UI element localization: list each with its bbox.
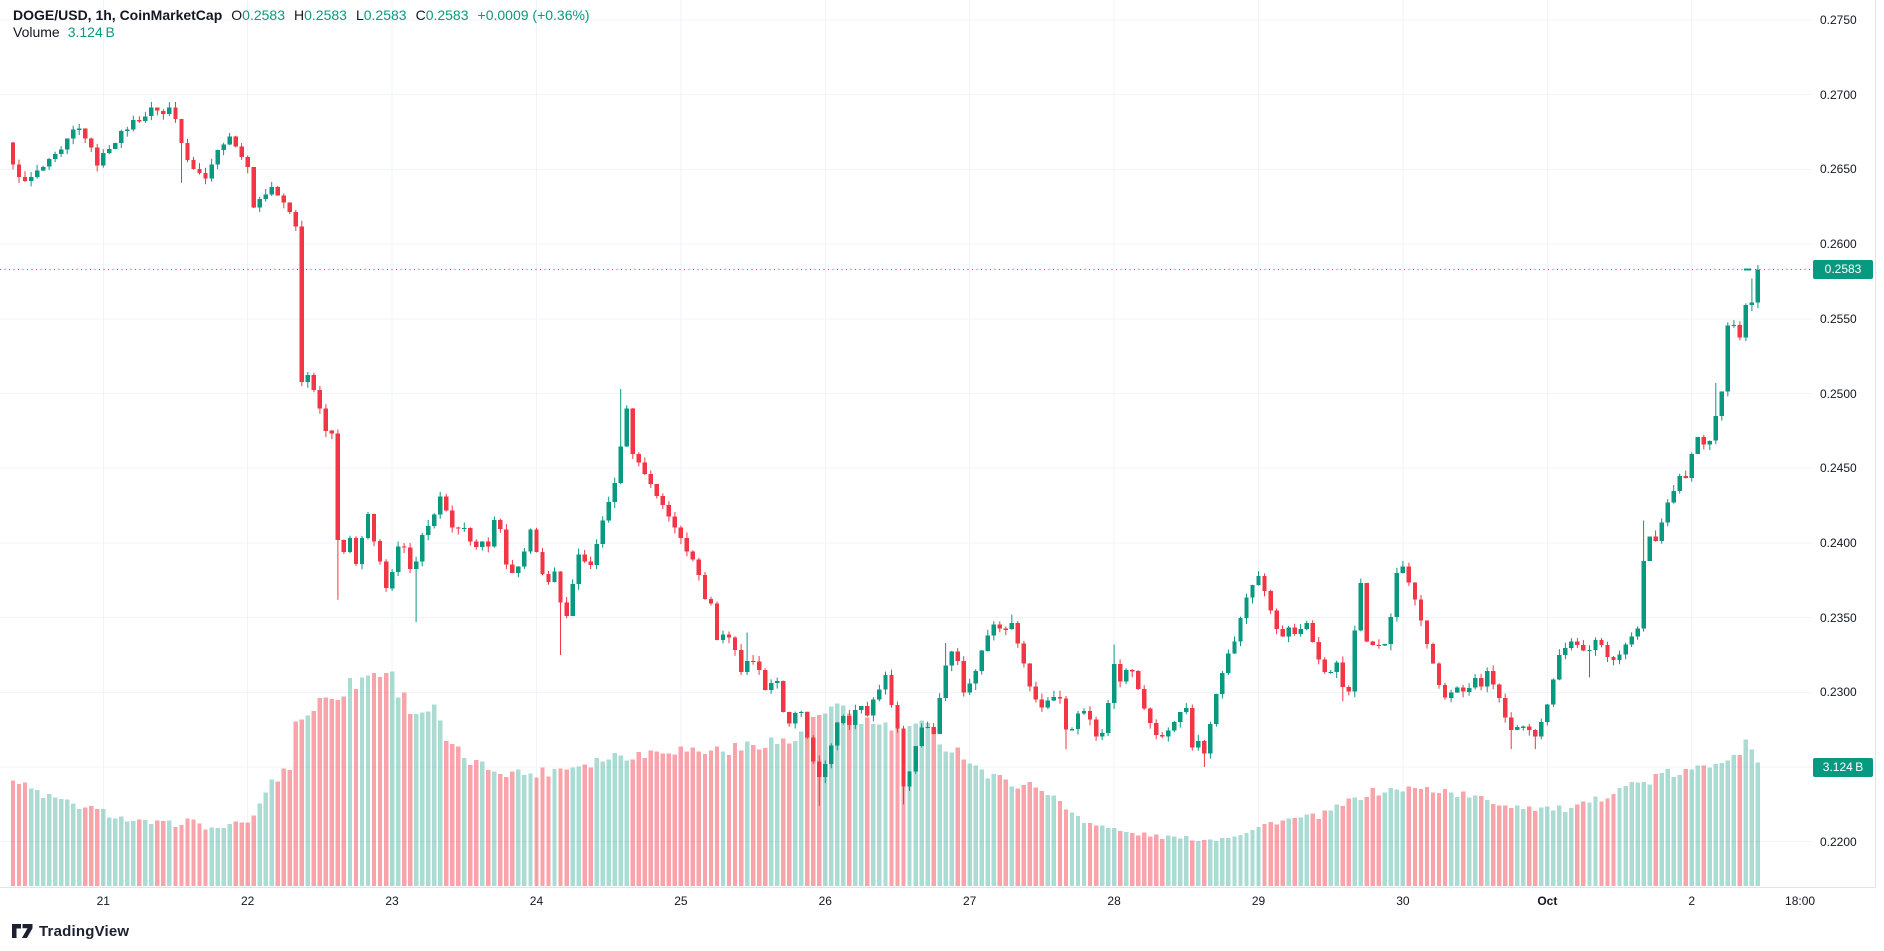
price-axis-label: 0.2650 (1820, 162, 1857, 177)
price-axis-label: 0.2350 (1820, 610, 1857, 625)
time-axis-label: 2 (1688, 894, 1696, 908)
low-label: L (355, 6, 364, 23)
time-axis-label: 28 (1107, 894, 1121, 908)
price-axis-label: 0.2450 (1820, 461, 1857, 476)
time-axis-label: 21 (96, 894, 110, 908)
price-axis-border (1875, 0, 1876, 915)
current-volume-badge: 3.124 B (1813, 757, 1873, 777)
price-axis[interactable]: 0.2583 3.124 B 0.2750 0.2700 0.2650 0.2600 0… (1812, 0, 1884, 915)
footer-bar: TradingView (0, 916, 1884, 951)
open-label: O (231, 6, 243, 23)
price-axis-label: 0.2550 (1820, 311, 1857, 326)
time-axis[interactable]: 21 22 23 24 25 26 27 28 29 30 Oct 2 18:00 (0, 887, 1876, 917)
volume-label: Volume (13, 23, 60, 40)
time-axis-label: Oct (1537, 894, 1558, 908)
price-axis-label: 0.2750 (1820, 13, 1857, 27)
low-item: L0.2583 (356, 7, 407, 23)
close-value: 0.2583 (425, 6, 469, 23)
time-axis-label: 26 (818, 894, 832, 908)
price-axis-label: 0.2700 (1820, 87, 1857, 102)
time-axis-label: 27 (963, 894, 977, 908)
tradingview-logo-icon (12, 924, 33, 938)
price-axis-label: 0.2500 (1820, 386, 1857, 401)
high-item: H0.2583 (294, 7, 347, 23)
candlestick-chart[interactable] (0, 0, 1812, 886)
high-label: H (293, 6, 305, 23)
time-axis-label: 25 (674, 894, 688, 908)
close-item: C0.2583 (416, 7, 469, 23)
legend-symbol-row: DOGE/USD, 1h, CoinMarketCap O0.2583 H0.2… (13, 6, 590, 23)
volume-value: 3.124 B (67, 23, 115, 40)
price-axis-label: 0.2200 (1820, 834, 1857, 849)
time-axis-label: 23 (385, 894, 399, 908)
time-axis-label: 24 (529, 894, 544, 908)
current-price-badge: 0.2583 (1813, 259, 1873, 279)
close-label: C (415, 6, 426, 23)
legend-volume-row: Volume 3.124 B (13, 23, 590, 40)
price-axis-label: 0.2300 (1820, 685, 1857, 700)
time-axis-label: 18:00 (1785, 894, 1816, 908)
symbol-title[interactable]: DOGE/USD, 1h, CoinMarketCap (13, 6, 223, 23)
high-value: 0.2583 (304, 6, 347, 23)
time-axis-label: 29 (1251, 894, 1266, 908)
time-axis-label: 30 (1396, 894, 1410, 908)
open-item: O0.2583 (231, 7, 285, 23)
low-value: 0.2583 (363, 6, 407, 23)
open-value: 0.2583 (242, 6, 285, 23)
change-value: +0.0009 (+0.36%) (477, 6, 590, 23)
price-axis-label: 0.2600 (1820, 237, 1857, 252)
time-axis-label: 22 (240, 894, 255, 908)
chart-legend: DOGE/USD, 1h, CoinMarketCap O0.2583 H0.2… (13, 6, 590, 40)
price-axis-label: 0.2400 (1820, 535, 1857, 550)
tradingview-logo-text: TradingView (39, 923, 130, 940)
chart-canvas[interactable]: DOGE/USD, 1h, CoinMarketCap O0.2583 H0.2… (0, 0, 1812, 886)
tradingview-logo[interactable]: TradingView (12, 923, 129, 940)
